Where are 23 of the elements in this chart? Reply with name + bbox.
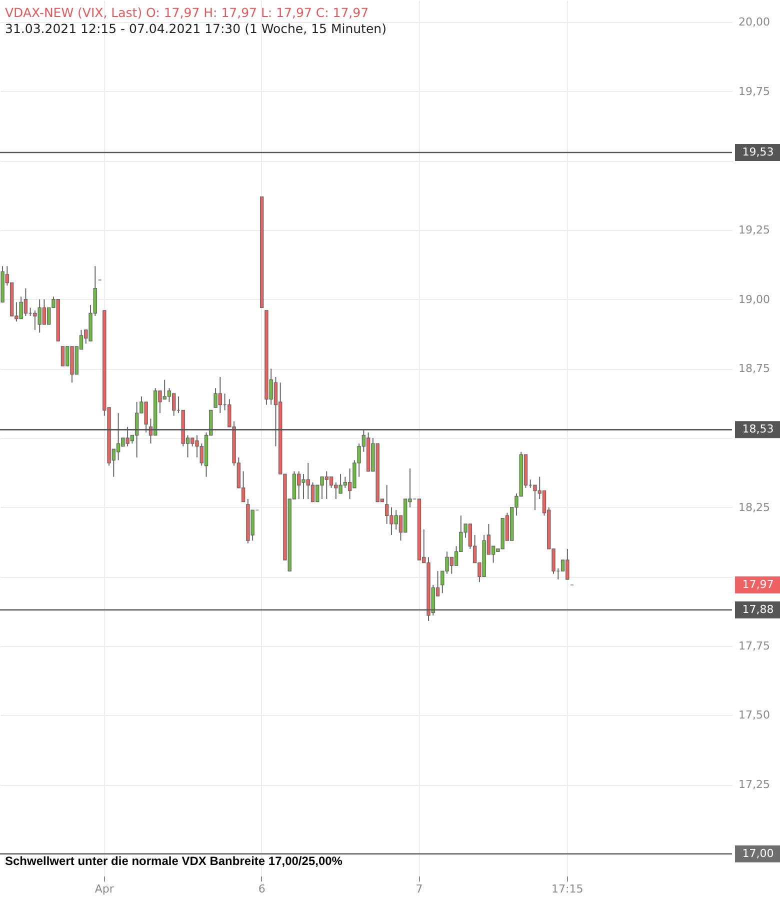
x-tick-label: 7 [416,882,423,896]
y-tick-label: 17,50 [738,708,770,722]
y-tick-label: 19,75 [738,84,770,98]
x-tick-label: 17:15 [552,882,584,896]
candlestick [60,346,65,366]
y-tick-label: 17,75 [738,639,770,652]
ref-line-label: 17,88 [742,602,774,616]
y-tick-label: 19,00 [738,292,770,306]
y-tick-label: 19,25 [738,224,770,237]
y-tick-label: 18,75 [738,362,770,376]
chart-title: VDAX-NEW (VIX, Last) O: 17,97 H: 17,97 L: 17,97 C: 17,97 [5,5,369,20]
y-tick-label: 18,25 [738,500,770,514]
x-tick-label: 6 [258,882,266,896]
text: 17,97 [742,578,774,591]
text: 31.03.2021 12:15 - 07.04.2021 17:30 (1 Woche, 15 Minuten) [5,21,386,36]
y-tick-label: 20,00 [738,16,770,29]
x-tick-label: Apr [94,882,114,896]
ref-line-label: 18,53 [742,422,774,436]
ref-line-label: 19,53 [742,145,774,158]
annotation: Schwellwert unter die normale VDX Banbreite 17,00/25,00% [5,854,343,868]
y-tick-label: 17,25 [738,778,770,792]
ref-line-label: 17,00 [742,846,774,860]
candlestick [310,482,315,502]
